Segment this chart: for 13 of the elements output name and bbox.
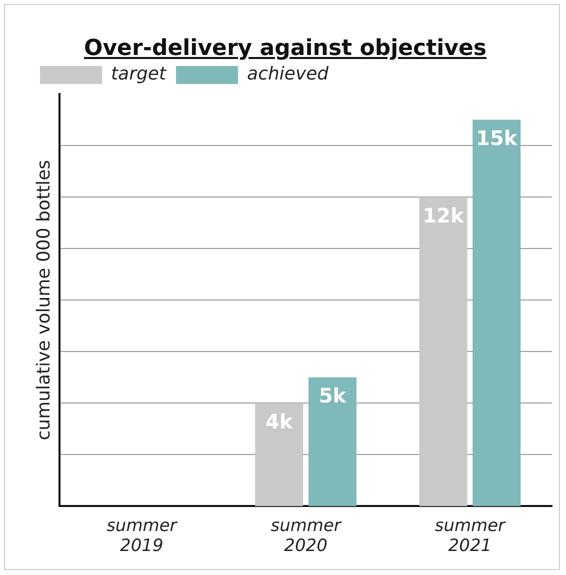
bar — [472, 120, 521, 506]
x-tick-label: summer 2019 — [106, 516, 178, 556]
legend-label: target — [111, 64, 167, 85]
data-label: 15k — [476, 126, 518, 150]
data-label: 5k — [318, 384, 347, 408]
bar — [255, 403, 304, 506]
x-tick-label: summer 2021 — [434, 516, 506, 556]
bar — [419, 197, 468, 506]
bar — [308, 377, 356, 506]
x-tick-label: summer 2020 — [270, 516, 342, 556]
legend-label: achieved — [247, 64, 330, 85]
chart-title: Over-delivery against objectives — [84, 36, 486, 61]
y-axis-title: cumulative volume 000 bottles — [33, 160, 54, 440]
